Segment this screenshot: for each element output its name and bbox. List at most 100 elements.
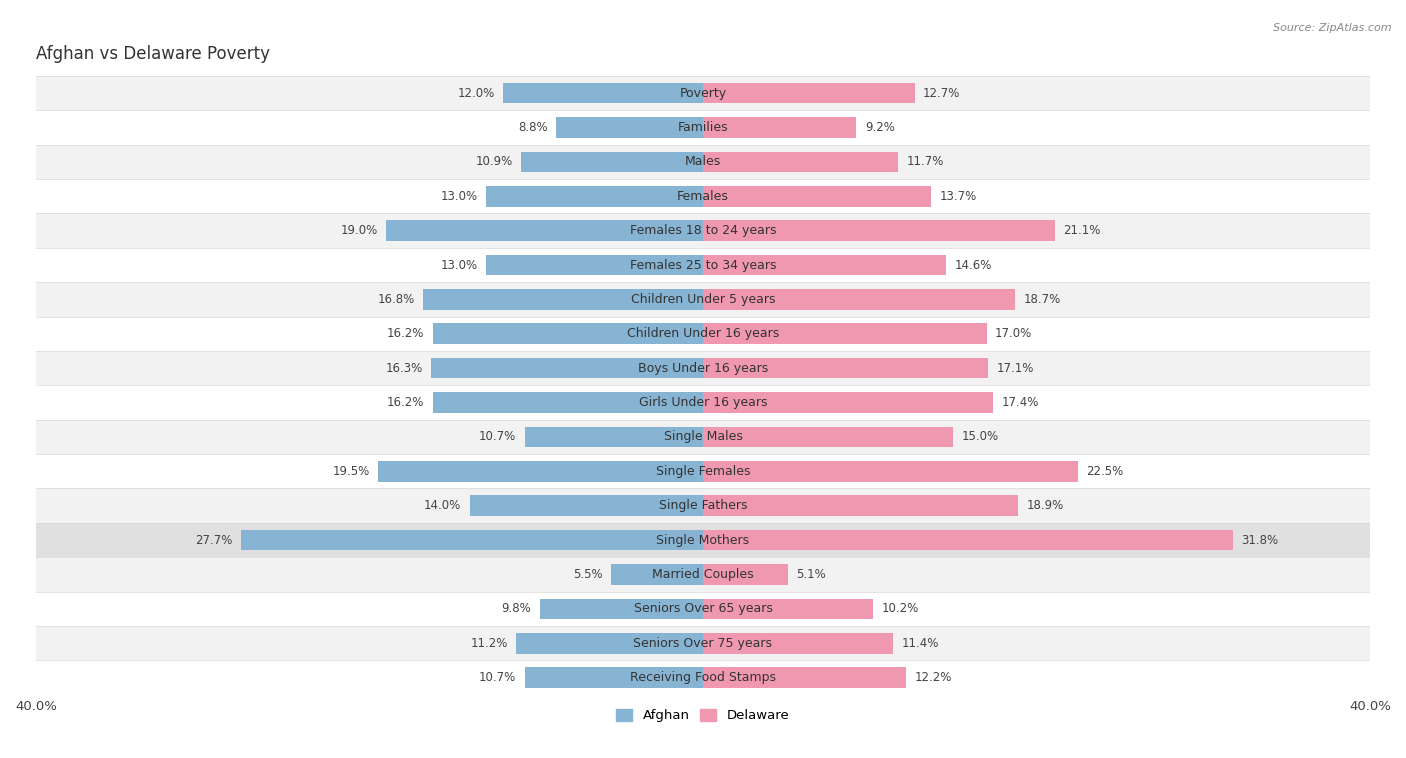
Text: 10.9%: 10.9% (475, 155, 513, 168)
Bar (516, 633, 703, 653)
Text: 13.0%: 13.0% (440, 190, 478, 203)
Text: Children Under 5 years: Children Under 5 years (631, 293, 775, 306)
Bar (703, 152, 898, 172)
Text: Children Under 16 years: Children Under 16 years (627, 327, 779, 340)
Text: 5.5%: 5.5% (574, 568, 603, 581)
Text: 16.2%: 16.2% (387, 327, 425, 340)
Bar (703, 289, 1015, 310)
Text: 9.2%: 9.2% (865, 121, 894, 134)
Bar (387, 221, 703, 241)
Text: 19.0%: 19.0% (340, 224, 378, 237)
Text: 13.7%: 13.7% (939, 190, 977, 203)
Bar (37, 282, 1369, 317)
Bar (703, 496, 1018, 516)
Text: 17.4%: 17.4% (1001, 396, 1039, 409)
Text: Females 18 to 24 years: Females 18 to 24 years (630, 224, 776, 237)
Bar (703, 117, 856, 138)
Text: Boys Under 16 years: Boys Under 16 years (638, 362, 768, 374)
Bar (37, 111, 1369, 145)
Bar (540, 599, 703, 619)
Bar (37, 248, 1369, 282)
Bar (37, 454, 1369, 488)
Text: Single Females: Single Females (655, 465, 751, 478)
Text: 10.7%: 10.7% (479, 671, 516, 684)
Bar (37, 145, 1369, 179)
Text: Single Fathers: Single Fathers (659, 500, 747, 512)
Bar (486, 186, 703, 207)
Bar (432, 358, 703, 378)
Bar (433, 392, 703, 413)
Text: Single Males: Single Males (664, 431, 742, 443)
Bar (470, 496, 703, 516)
Text: 14.6%: 14.6% (955, 258, 993, 271)
Text: 22.5%: 22.5% (1087, 465, 1123, 478)
Bar (37, 557, 1369, 592)
Bar (433, 324, 703, 344)
Text: 18.9%: 18.9% (1026, 500, 1064, 512)
Bar (703, 564, 787, 584)
Bar (37, 76, 1369, 111)
Bar (524, 427, 703, 447)
Bar (37, 626, 1369, 660)
Bar (37, 592, 1369, 626)
Text: 8.8%: 8.8% (519, 121, 548, 134)
Bar (524, 667, 703, 688)
Text: Source: ZipAtlas.com: Source: ZipAtlas.com (1274, 23, 1392, 33)
Text: Males: Males (685, 155, 721, 168)
Text: 16.2%: 16.2% (387, 396, 425, 409)
Text: Females 25 to 34 years: Females 25 to 34 years (630, 258, 776, 271)
Bar (37, 523, 1369, 557)
Bar (703, 83, 915, 104)
Bar (486, 255, 703, 275)
Bar (37, 488, 1369, 523)
Bar (703, 667, 907, 688)
Text: Seniors Over 65 years: Seniors Over 65 years (634, 603, 772, 615)
Bar (703, 255, 946, 275)
Bar (378, 461, 703, 481)
Bar (703, 633, 893, 653)
Text: 9.8%: 9.8% (502, 603, 531, 615)
Bar (37, 179, 1369, 214)
Bar (703, 186, 931, 207)
Text: 27.7%: 27.7% (195, 534, 233, 547)
Bar (703, 427, 953, 447)
Text: 17.1%: 17.1% (997, 362, 1033, 374)
Bar (423, 289, 703, 310)
Text: Receiving Food Stamps: Receiving Food Stamps (630, 671, 776, 684)
Bar (703, 599, 873, 619)
Text: 12.7%: 12.7% (924, 86, 960, 99)
Text: Poverty: Poverty (679, 86, 727, 99)
Bar (703, 221, 1054, 241)
Bar (37, 385, 1369, 420)
Text: 14.0%: 14.0% (425, 500, 461, 512)
Legend: Afghan, Delaware: Afghan, Delaware (616, 709, 790, 722)
Text: 13.0%: 13.0% (440, 258, 478, 271)
Bar (703, 530, 1233, 550)
Text: 18.7%: 18.7% (1024, 293, 1060, 306)
Text: 19.5%: 19.5% (332, 465, 370, 478)
Text: 12.0%: 12.0% (457, 86, 495, 99)
Bar (522, 152, 703, 172)
Text: 5.1%: 5.1% (796, 568, 827, 581)
Bar (37, 317, 1369, 351)
Bar (37, 660, 1369, 695)
Text: Single Mothers: Single Mothers (657, 534, 749, 547)
Text: 12.2%: 12.2% (915, 671, 952, 684)
Text: 10.2%: 10.2% (882, 603, 918, 615)
Bar (612, 564, 703, 584)
Text: Families: Families (678, 121, 728, 134)
Bar (37, 351, 1369, 385)
Text: 16.3%: 16.3% (385, 362, 423, 374)
Text: 10.7%: 10.7% (479, 431, 516, 443)
Text: 11.7%: 11.7% (907, 155, 943, 168)
Bar (703, 461, 1078, 481)
Bar (37, 420, 1369, 454)
Text: 21.1%: 21.1% (1063, 224, 1101, 237)
Bar (703, 392, 993, 413)
Text: Afghan vs Delaware Poverty: Afghan vs Delaware Poverty (37, 45, 270, 64)
Text: Married Couples: Married Couples (652, 568, 754, 581)
Bar (503, 83, 703, 104)
Text: Girls Under 16 years: Girls Under 16 years (638, 396, 768, 409)
Text: 17.0%: 17.0% (995, 327, 1032, 340)
Bar (703, 358, 988, 378)
